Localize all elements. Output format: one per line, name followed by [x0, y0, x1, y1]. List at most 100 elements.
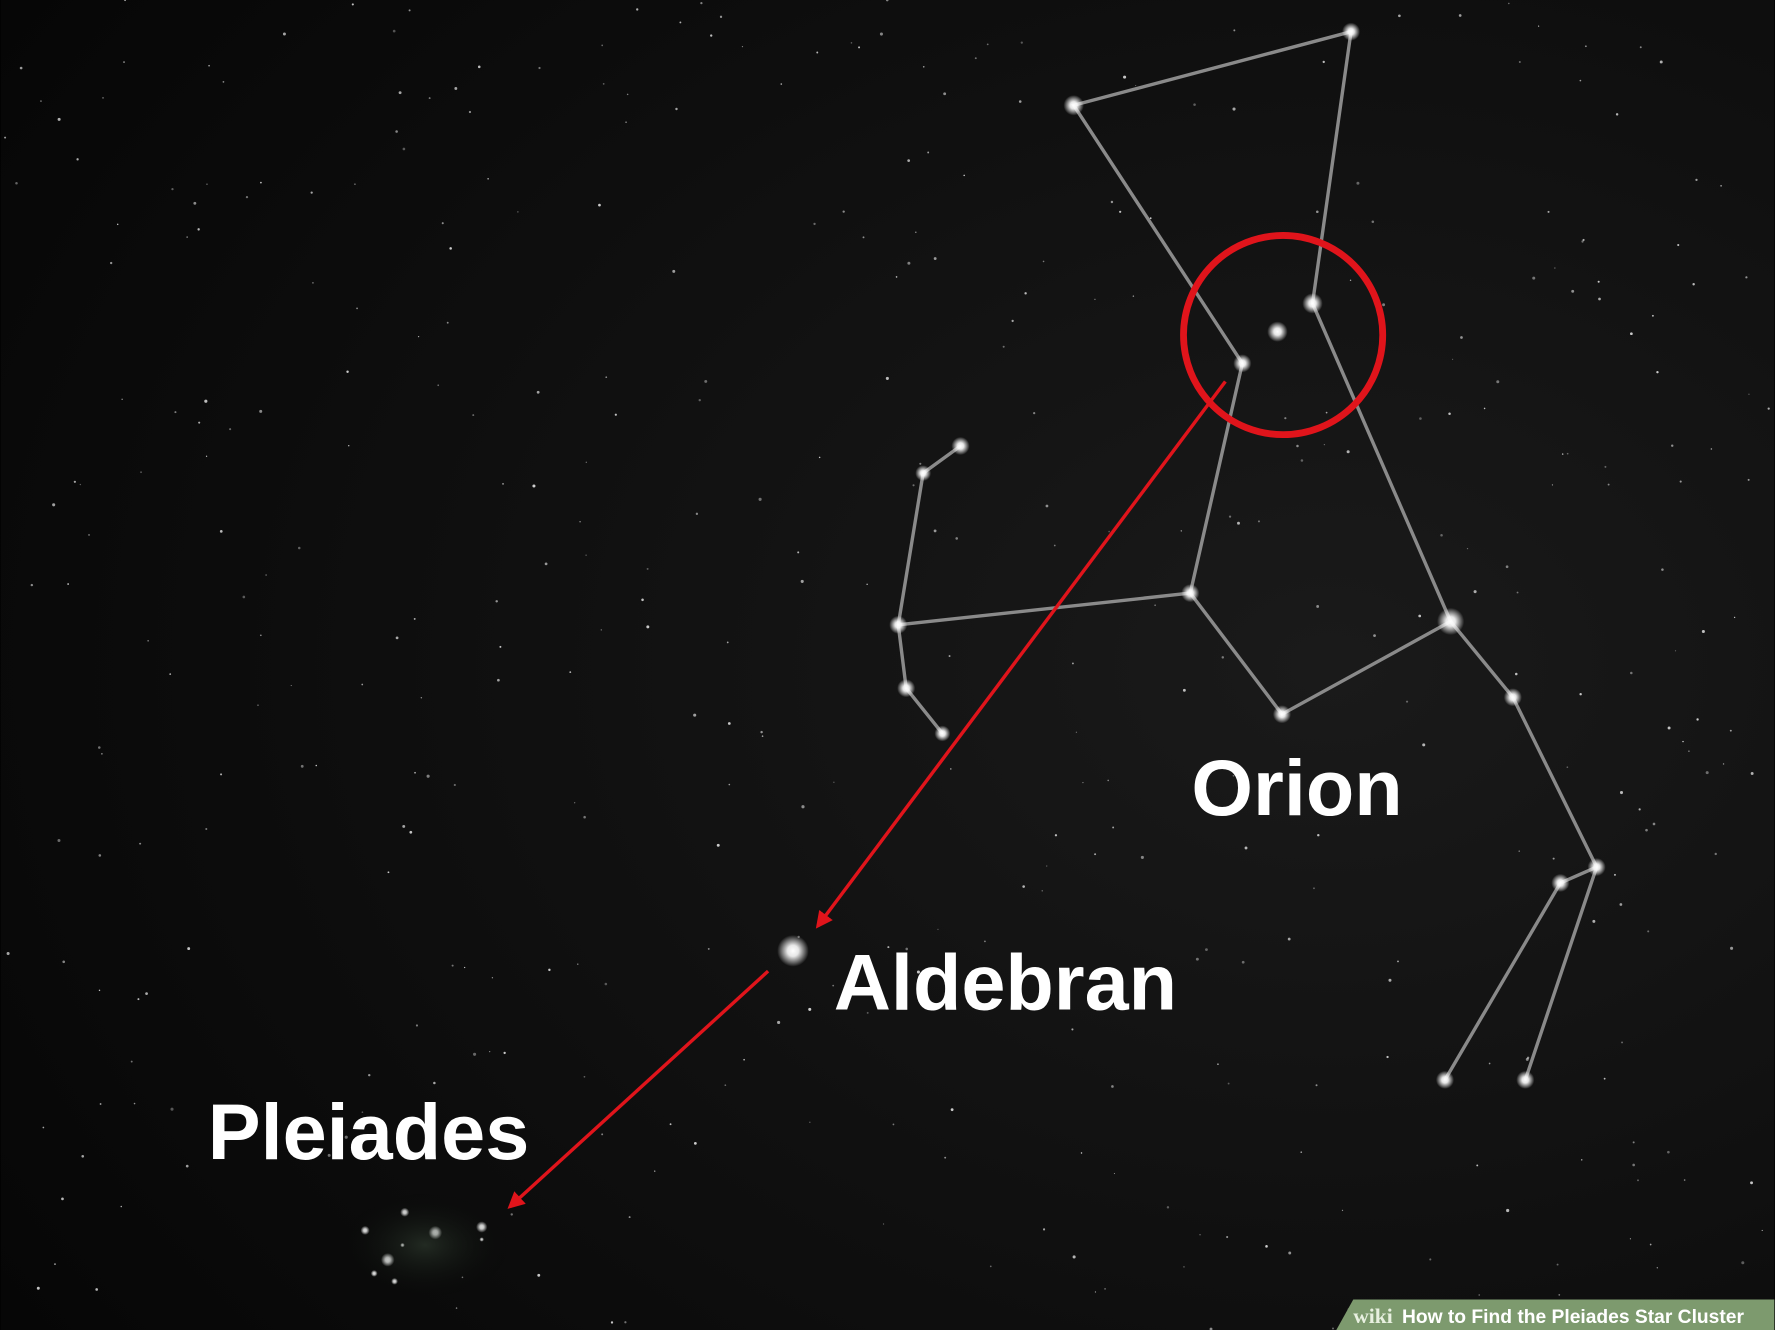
faint-star: [1711, 448, 1713, 450]
faint-star: [699, 399, 701, 401]
faint-star: [893, 1124, 895, 1126]
faint-star: [464, 967, 465, 968]
faint-star: [1508, 3, 1509, 4]
faint-star: [352, 3, 354, 5]
faint-star: [1633, 1141, 1635, 1143]
faint-star: [1043, 261, 1045, 263]
faint-star: [816, 52, 818, 54]
faint-star: [1183, 1266, 1184, 1267]
faint-star: [813, 223, 815, 225]
faint-star: [708, 948, 710, 950]
faint-star: [409, 9, 411, 11]
faint-star: [605, 983, 608, 986]
faint-star: [1667, 1151, 1670, 1154]
faint-star: [1104, 1288, 1106, 1290]
faint-star: [537, 391, 540, 394]
faint-star: [414, 772, 416, 774]
faint-star: [388, 871, 390, 873]
faint-star: [955, 537, 958, 540]
faint-star: [1682, 741, 1683, 742]
faint-star: [672, 270, 675, 273]
faint-star: [1332, 1328, 1334, 1330]
faint-star: [1183, 689, 1186, 692]
faint-star: [1630, 332, 1633, 335]
faint-star: [283, 33, 286, 36]
faint-star: [1167, 1206, 1169, 1208]
faint-star: [1553, 858, 1555, 860]
faint-star: [548, 969, 550, 971]
faint-star: [742, 46, 743, 47]
faint-star: [574, 802, 575, 803]
faint-star: [883, 1223, 884, 1224]
faint-star: [710, 34, 712, 36]
faint-star: [1316, 605, 1319, 608]
faint-star: [577, 963, 578, 964]
faint-star: [1620, 903, 1623, 906]
faint-star: [204, 400, 207, 403]
faint-star: [393, 30, 396, 33]
faint-star: [1094, 299, 1095, 300]
faint-star: [843, 210, 845, 212]
faint-star: [205, 828, 207, 830]
faint-star: [503, 1052, 505, 1054]
orion-label: Orion: [1191, 743, 1402, 832]
faint-star: [1265, 1245, 1268, 1248]
faint-star: [647, 568, 649, 570]
faint-star: [473, 1053, 476, 1056]
faint-star: [1356, 182, 1359, 185]
faint-star: [1515, 673, 1518, 676]
faint-star: [833, 782, 834, 783]
faint-star: [777, 1021, 780, 1024]
star: [1516, 1071, 1534, 1089]
faint-star: [1258, 520, 1260, 522]
faint-star: [1748, 479, 1750, 481]
faint-star: [469, 111, 471, 113]
faint-star: [1688, 750, 1689, 751]
faint-star: [1552, 484, 1553, 485]
faint-star: [206, 184, 207, 185]
faint-star: [1620, 791, 1623, 794]
faint-star: [499, 646, 501, 648]
faint-star: [1055, 834, 1057, 836]
faint-star: [298, 547, 301, 550]
faint-star: [1720, 185, 1721, 186]
scene: Orion Aldebran Pleiades wiki How to Find…: [0, 0, 1775, 1330]
faint-star: [1645, 829, 1648, 832]
star: [1551, 874, 1569, 892]
aldebaran-label: Aldebran: [834, 938, 1177, 1027]
faint-star: [1033, 412, 1035, 414]
faint-star: [1616, 113, 1618, 115]
faint-star: [315, 765, 317, 767]
faint-star: [1585, 45, 1587, 47]
faint-star: [1660, 60, 1663, 63]
star: [1504, 688, 1522, 706]
faint-star: [1199, 1234, 1200, 1235]
faint-star: [727, 642, 729, 644]
faint-star: [1046, 865, 1047, 866]
faint-star: [1608, 484, 1610, 486]
faint-star: [40, 100, 41, 101]
faint-star: [1316, 1084, 1318, 1086]
faint-star: [1518, 850, 1520, 852]
faint-star: [123, 61, 125, 63]
faint-star: [913, 484, 915, 486]
faint-star: [1398, 14, 1401, 17]
faint-star: [206, 456, 207, 457]
faint-star: [220, 773, 222, 775]
faint-star: [1730, 730, 1732, 732]
faint-star: [934, 529, 937, 532]
faint-star: [1639, 808, 1641, 810]
star: [1436, 1071, 1454, 1089]
faint-star: [1350, 280, 1351, 281]
faint-star: [1484, 408, 1486, 410]
star: [897, 679, 915, 697]
faint-star: [1489, 1063, 1491, 1065]
faint-star: [140, 471, 142, 473]
faint-star: [454, 784, 456, 786]
faint-star: [402, 825, 405, 828]
faint-star: [1296, 445, 1299, 448]
faint-star: [1135, 85, 1136, 86]
watermark-title: How to Find the Pleiades Star Cluster: [1402, 1307, 1745, 1328]
faint-star: [1382, 303, 1385, 306]
faint-star: [762, 735, 764, 737]
